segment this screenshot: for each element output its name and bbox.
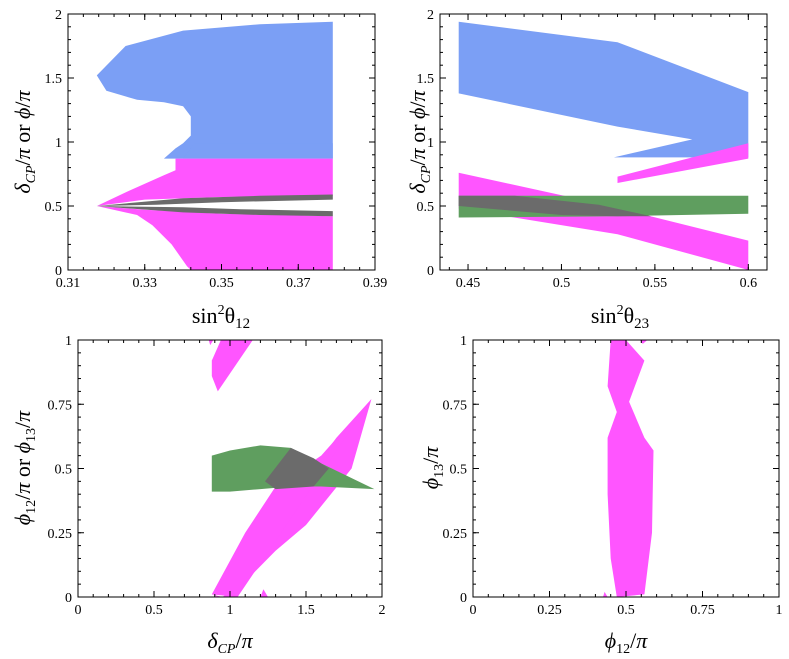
x-tick-label: 0.5 [553,276,571,291]
y-tick-label: 0.75 [48,398,73,413]
x-tick-label: 0.6 [740,276,758,291]
gray-upper-tongue [96,194,333,206]
panel-bottom-left: 0 0.5 1 1.5 2 0 0.25 0.5 0.75 1 δCP/π ϕ12/π or ϕ1… [10,334,386,657]
y-tick-label: 1.5 [45,72,63,87]
x-tick-label: 0 [75,603,82,618]
y-tick-label: 1 [55,136,62,151]
y-tick-label: 1 [65,334,72,349]
magenta-bottom-sliver [603,591,608,597]
x-tick-label: 1 [776,603,783,618]
x-axis-label: ϕ12/π [605,628,649,657]
y-tick-label: 0.75 [443,398,468,413]
y-tick-label: 0.5 [450,463,468,478]
x-tick-label: 2 [379,603,386,618]
x-axis-label: sin2θ23 [591,303,649,332]
magenta-bottom-notch [260,589,268,597]
x-tick-label: 1.5 [297,603,315,618]
y-tick-label: 0 [65,591,72,606]
x-tick-label: 0 [470,603,477,618]
x-tick-label: 0.45 [456,276,481,291]
magenta-diagonal-fill [211,399,372,597]
panel-bottom-right: 0 0.25 0.5 0.75 1 0 0.25 0.5 0.75 1 ϕ12/π ϕ13/π [418,334,783,657]
magenta-upper-region [96,158,333,206]
gray-lower-tongue [96,206,333,217]
magenta-lower-region [96,206,333,270]
magenta-small-top [208,340,214,346]
y-tick-label: 0.5 [55,463,73,478]
x-tick-label: 0.35 [209,276,234,291]
y-tick-label: 1 [460,334,467,349]
magenta-strip [617,143,749,183]
panel-top-left: 0.31 0.33 0.35 0.37 0.39 0 0.5 1 1.5 2 sin2θ12 δC… [10,8,387,332]
y-axis-label: ϕ13/π [418,446,447,490]
y-axis-label: δCP/π or ϕ/π [10,89,39,193]
x-tick-label: 0.33 [133,276,158,291]
y-tick-label: 0.5 [45,200,63,215]
y-tick-label: 0 [55,264,62,279]
magenta-vertical-band [607,340,654,597]
x-axis-label: δCP/π [207,628,253,657]
y-tick-label: 1 [427,136,434,151]
gray-overlap [458,195,652,217]
y-tick-label: 0.5 [417,200,435,215]
x-tick-label: 0.25 [537,603,562,618]
x-tick-label: 0.37 [286,276,311,291]
magenta-top-wedge [211,340,253,392]
magenta-band [458,172,749,270]
blue-band [458,21,749,158]
x-tick-label: 0.55 [643,276,668,291]
y-tick-label: 1.5 [417,72,435,87]
x-tick-label: 0.5 [145,603,163,618]
x-tick-label: 0.75 [690,603,715,618]
panel-top-right: 0.45 0.5 0.55 0.6 0 0.5 1 1.5 2 sin2θ23 δCP/π or… [405,8,768,332]
y-tick-label: 2 [427,8,434,23]
y-tick-label: 0 [460,591,467,606]
gray-overlap [265,447,329,490]
y-axis-label: δCP/π or ϕ/π [405,89,434,193]
x-tick-label: 1 [227,603,234,618]
y-tick-label: 0.25 [48,527,73,542]
y-tick-label: 2 [55,8,62,23]
y-tick-label: 0 [427,264,434,279]
y-tick-label: 0.25 [443,527,468,542]
x-tick-label: 0.39 [363,276,388,291]
blue-overlay-band [183,143,333,159]
x-tick-label: 0.5 [617,603,635,618]
x-axis-label: sin2θ12 [192,303,250,332]
blue-region [96,21,333,159]
x-tick-label: 0.31 [56,276,81,291]
y-axis-label: ϕ12/π or ϕ13/π [10,410,39,525]
